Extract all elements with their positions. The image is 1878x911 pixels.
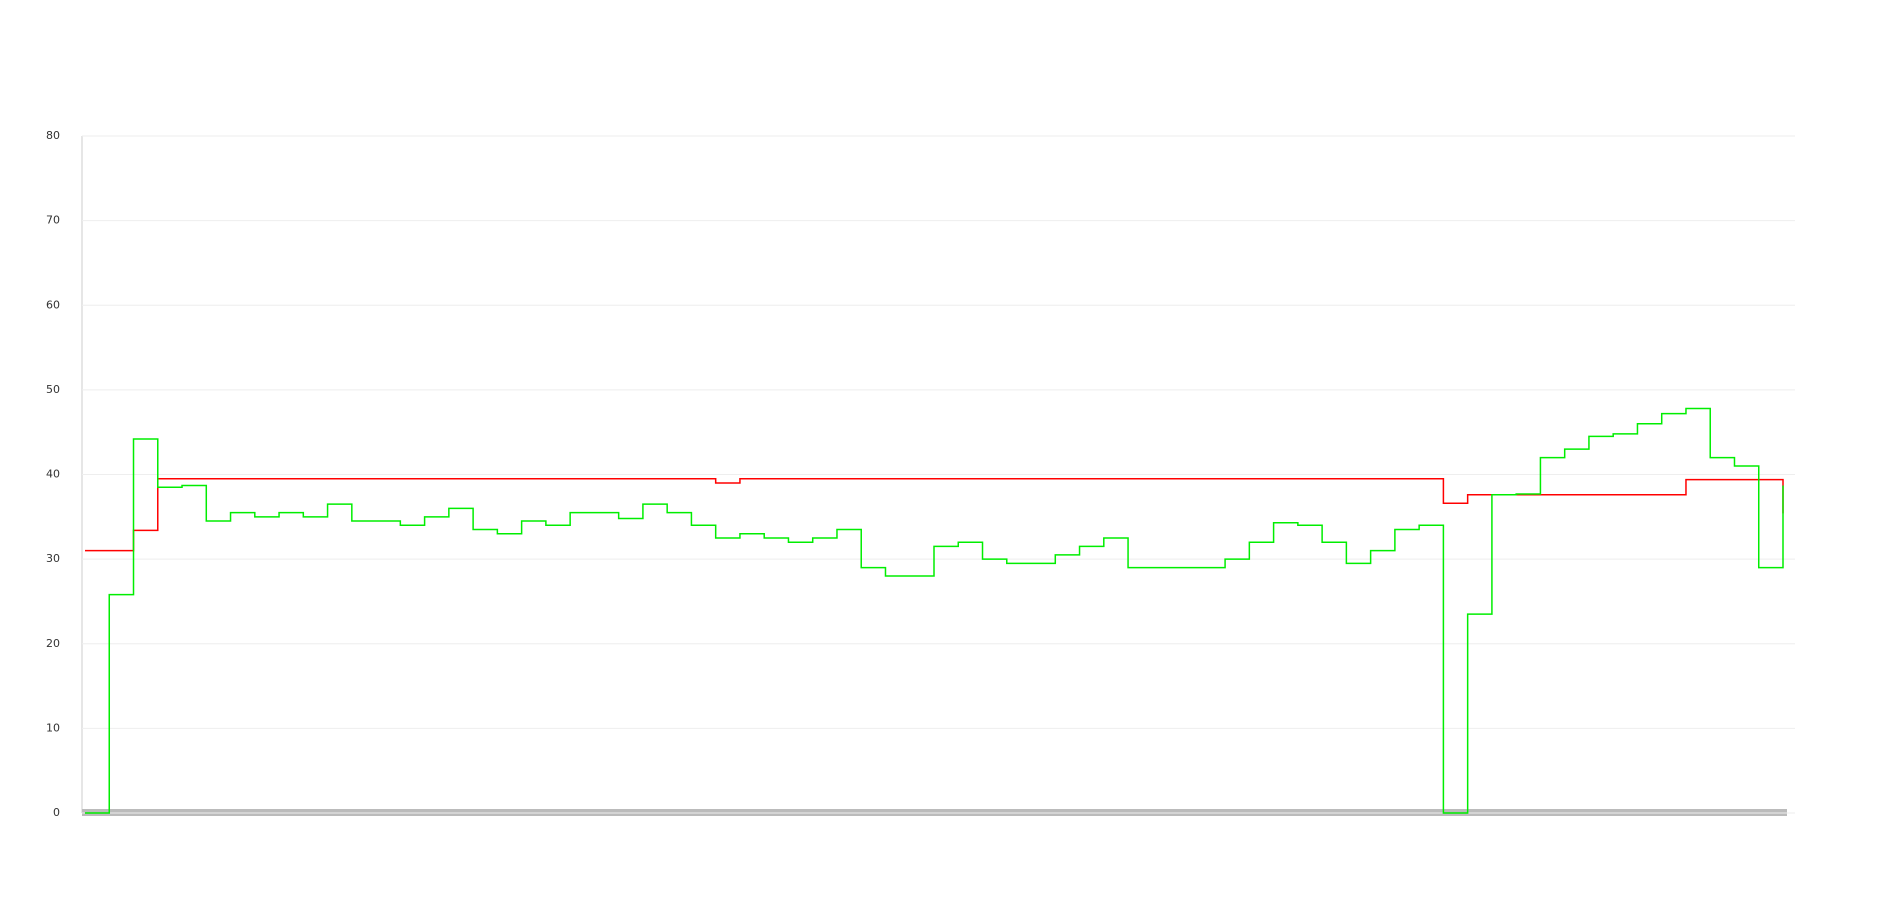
y-tick-label: 80: [46, 129, 60, 142]
y-tick-label: 70: [46, 214, 60, 227]
y-tick-label: 40: [46, 468, 60, 481]
y-tick-label: 30: [46, 552, 60, 565]
y-tick-label: 0: [53, 806, 60, 819]
series-line: [85, 407, 1784, 814]
y-tick-label: 10: [46, 721, 60, 734]
y-tick-label: 60: [46, 298, 60, 311]
y-tick-label: 20: [46, 637, 60, 650]
y-tick-label: 50: [46, 383, 60, 396]
series-line: [85, 477, 1784, 552]
